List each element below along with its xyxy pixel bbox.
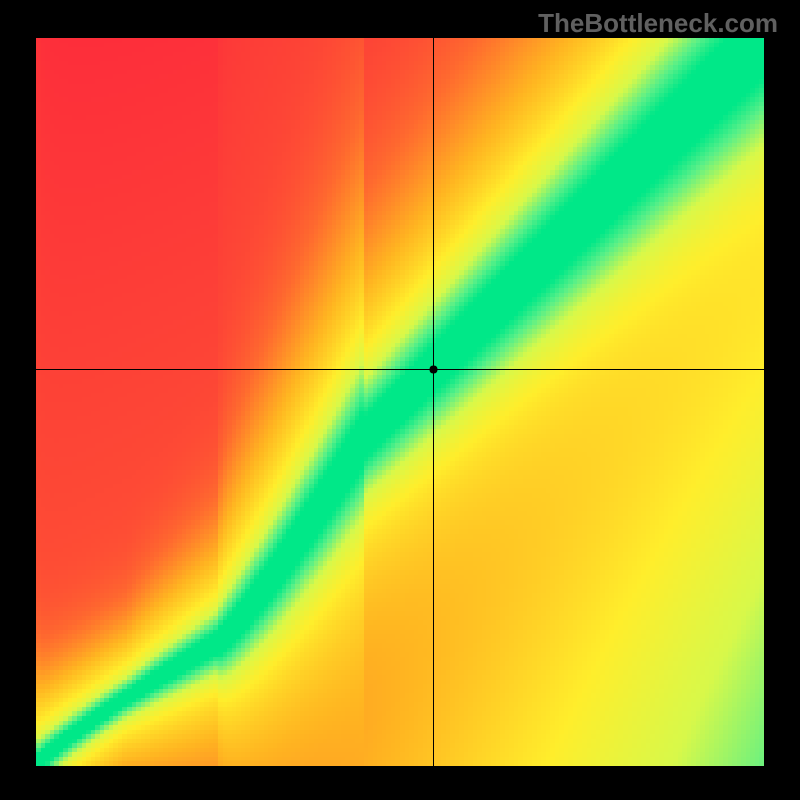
bottleneck-heatmap — [36, 38, 764, 766]
watermark-text: TheBottleneck.com — [538, 8, 778, 39]
chart-container: TheBottleneck.com — [0, 0, 800, 800]
